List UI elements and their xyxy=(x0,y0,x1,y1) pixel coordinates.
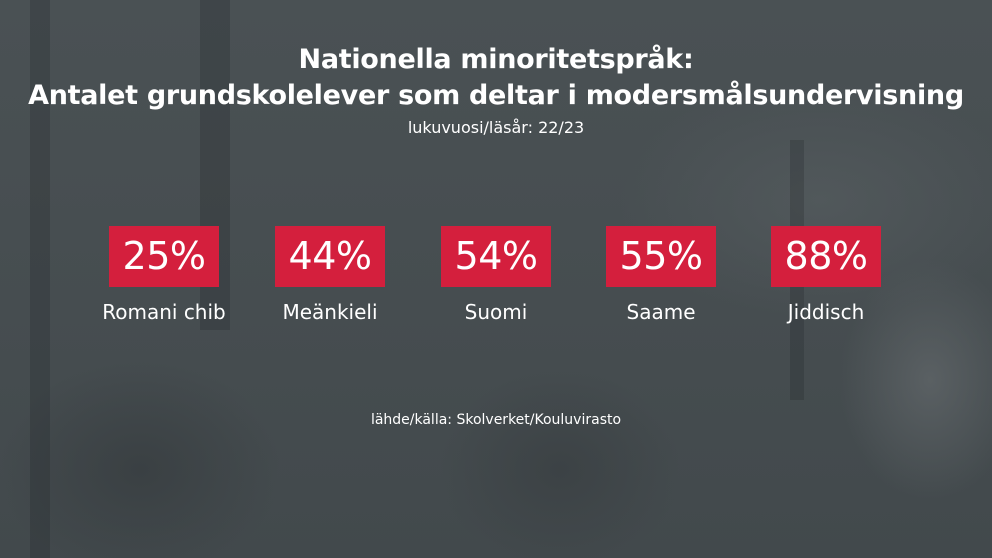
stat-label: Jiddisch xyxy=(787,300,865,324)
stat-value-badge: 44% xyxy=(275,226,385,287)
stat-label: Romani chib xyxy=(102,300,226,324)
stat-value-badge: 55% xyxy=(606,226,716,287)
stat-value-badge: 54% xyxy=(441,226,551,287)
stat-label: Saame xyxy=(626,300,696,324)
source-credit: lähde/källa: Skolverket/Kouluvirasto xyxy=(370,412,622,428)
stat-label: Meänkieli xyxy=(282,300,378,324)
school-year-subtitle: lukuvuosi/läsår: 22/23 xyxy=(407,118,585,137)
stat-saame: 55% Saame xyxy=(581,226,741,324)
stat-romani-chib: 25% Romani chib xyxy=(84,226,244,324)
title-line-1: Nationella minoritetspråk: xyxy=(298,44,694,75)
stat-meankieli: 44% Meänkieli xyxy=(250,226,410,324)
stat-jiddisch: 88% Jiddisch xyxy=(746,226,906,324)
stat-value-badge: 88% xyxy=(771,226,881,287)
stat-suomi: 54% Suomi xyxy=(416,226,576,324)
stat-label: Suomi xyxy=(464,300,528,324)
title-line-2: Antalet grundskolelever som deltar i mod… xyxy=(28,80,964,111)
stat-value-badge: 25% xyxy=(109,226,219,287)
infographic-title: Nationella minoritetspråk: Antalet grund… xyxy=(0,42,992,114)
